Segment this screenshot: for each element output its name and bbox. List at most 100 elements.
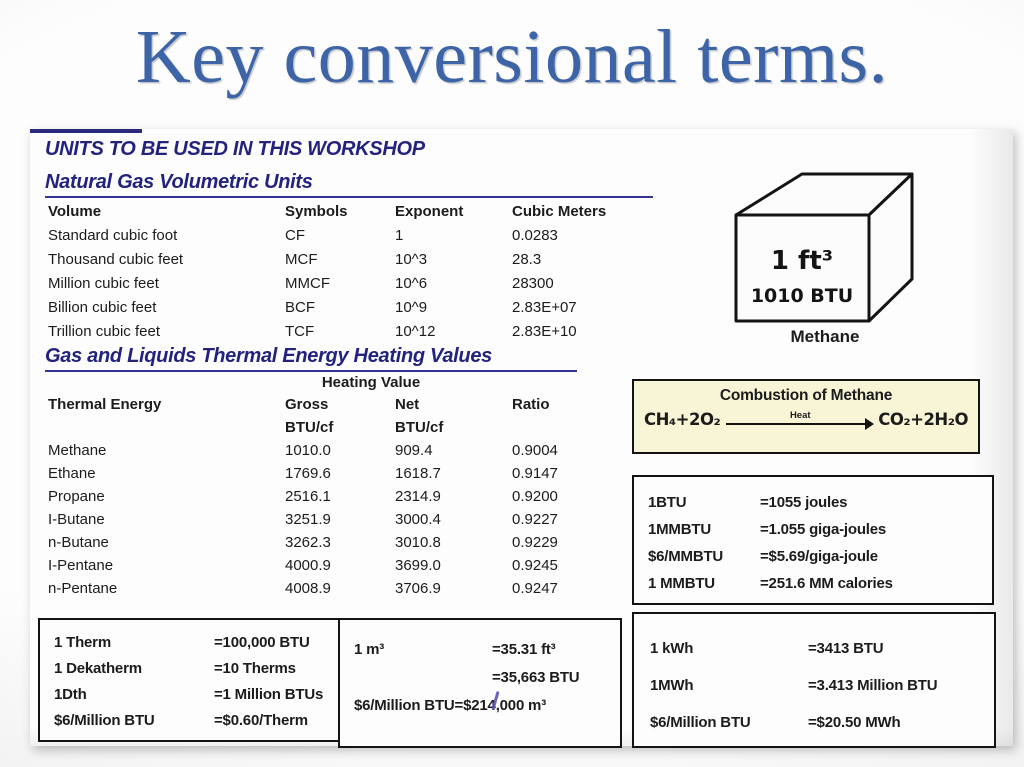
cube-volume-label: 1 ft³	[771, 246, 833, 276]
table-cell: 909.4	[395, 442, 433, 459]
kwh-conversion-box: 1 kWh =3413 BTU 1MWh =3.413 Million BTU …	[632, 612, 996, 748]
value: =1055 joules	[760, 494, 848, 511]
table-cell: 4000.9	[285, 557, 331, 574]
heading-rule	[45, 196, 653, 198]
table-cell: 0.9004	[512, 442, 558, 459]
table-cell: TCF	[285, 323, 315, 340]
term: $6/Million BTU	[54, 712, 155, 729]
slide-title: Key conversional terms.	[135, 15, 889, 99]
col-header: Volume	[48, 203, 102, 220]
col-header: Cubic Meters	[512, 203, 607, 220]
term: $6/Million BTU	[354, 697, 455, 714]
table-cell: 0.9227	[512, 511, 558, 528]
thermal-table: Thermal Energy Gross Net Ratio BTU/cf BT…	[48, 396, 672, 603]
term: 1MMBTU	[648, 521, 711, 538]
table-cell: 1	[395, 227, 404, 244]
comma: ,	[495, 697, 500, 714]
table-cell: I-Butane	[48, 511, 105, 528]
table-cell: CF	[285, 227, 305, 244]
term: $6/Million BTU	[650, 714, 751, 731]
volumetric-heading: Natural Gas Volumetric Units	[45, 171, 313, 193]
value-part: =$214	[454, 697, 496, 714]
value: =1 Million BTUs	[214, 686, 324, 703]
equation-reactants: CH₄+2O₂	[644, 410, 721, 429]
term: $6/MMBTU	[648, 548, 724, 565]
value: =10 Therms	[214, 660, 296, 677]
conversion-row: 1 Dekatherm =10 Therms	[54, 656, 342, 682]
conversion-row: $6/Million BTU =$0.60/Therm	[54, 708, 342, 734]
value-part: 000 m³	[499, 697, 547, 714]
table-cell: 2314.9	[395, 488, 441, 505]
table-cell: 3262.3	[285, 534, 331, 551]
arrow-label: Heat	[789, 409, 811, 421]
term: 1 Therm	[54, 634, 111, 651]
term: 1Dth	[54, 686, 87, 703]
table-cell: 28300	[512, 275, 554, 292]
comma-with-pen-mark: ,	[491, 690, 500, 720]
conversion-row: =35,663 BTU	[354, 664, 620, 692]
table-cell: Million cubic feet	[48, 275, 159, 292]
reaction-arrow-icon: Heat	[726, 409, 875, 430]
term: 1 m³	[354, 641, 385, 658]
col-header: Exponent	[395, 203, 464, 220]
table-cell: 2.83E+10	[512, 323, 577, 340]
table-cell: Propane	[48, 488, 105, 505]
conversion-row: 1 MMBTU =251.6 MM calories	[648, 570, 992, 597]
cube-energy-label: 1010 BTU	[751, 285, 853, 307]
thermal-heading: Gas and Liquids Thermal Energy Heating V…	[45, 345, 492, 367]
table-cell: 0.0283	[512, 227, 558, 244]
table-cell: 1769.6	[285, 465, 331, 482]
conversion-row: 1Dth =1 Million BTUs	[54, 682, 342, 708]
scanned-figure-panel: UNITS TO BE USED IN THIS WORKSHOP Natura…	[30, 129, 1013, 748]
table-cell: 1618.7	[395, 465, 441, 482]
therm-conversion-box: 1 Therm =100,000 BTU 1 Dekatherm =10 The…	[38, 618, 344, 742]
table-cell: 3251.9	[285, 511, 331, 528]
table-cell: 2516.1	[285, 488, 331, 505]
table-cell: I-Pentane	[48, 557, 114, 574]
table-cell: 0.9247	[512, 580, 558, 597]
conversion-row: $6/Million BTU =$214, 000 m³	[354, 690, 620, 720]
value: =$0.60/Therm	[214, 712, 308, 729]
table-cell: 2.83E+07	[512, 299, 577, 316]
term: 1 Dekatherm	[54, 660, 142, 677]
value: =3413 BTU	[808, 640, 884, 657]
table-cell: 0.9147	[512, 465, 558, 482]
term: 1 MMBTU	[648, 575, 715, 592]
table-cell: n-Pentane	[48, 580, 118, 597]
conversion-row: $6/MMBTU =$5.69/giga-joule	[648, 543, 992, 570]
table-cell: 3699.0	[395, 557, 441, 574]
table-cell: BCF	[285, 299, 315, 316]
value: =1.055 giga-joules	[760, 521, 887, 538]
term: 1MWh	[650, 677, 694, 694]
combustion-equation: CH₄+2O₂ Heat CO₂+2H₂O	[644, 409, 968, 430]
table-cell: 3000.4	[395, 511, 441, 528]
combustion-box: Combustion of Methane CH₄+2O₂ Heat CO₂+2…	[632, 379, 980, 454]
table-cell: Ethane	[48, 465, 96, 482]
table-cell: 10^3	[395, 251, 428, 268]
cubic-meter-conversion-box: 1 m³ =35.31 ft³ =35,663 BTU $6/Million B…	[338, 618, 622, 748]
value: =35,663 BTU	[492, 669, 580, 686]
sub-header: BTU/cf	[395, 419, 444, 436]
equation-products: CO₂+2H₂O	[878, 410, 968, 429]
table-cell: 10^6	[395, 275, 428, 292]
conversion-row: 1MWh =3.413 Million BTU	[650, 667, 994, 704]
table-cell: Billion cubic feet	[48, 299, 157, 316]
col-header: Thermal Energy	[48, 396, 162, 413]
table-cell: 3010.8	[395, 534, 441, 551]
table-cell: 3706.9	[395, 580, 441, 597]
combustion-title: Combustion of Methane	[719, 387, 893, 404]
value: =35.31 ft³	[492, 641, 556, 658]
term: 1 kWh	[650, 640, 694, 657]
table-cell: 0.9200	[512, 488, 558, 505]
cube-caption: Methane	[790, 327, 860, 346]
conversion-row: $6/Million BTU =$20.50 MWh	[650, 704, 994, 741]
table-cell: MCF	[285, 251, 318, 268]
table-cell: MMCF	[285, 275, 330, 292]
conversion-row: 1BTU =1055 joules	[648, 489, 992, 516]
heading-rule	[45, 370, 577, 372]
value: =$5.69/giga-joule	[760, 548, 878, 565]
table-cell: Trillion cubic feet	[48, 323, 160, 340]
value: =251.6 MM calories	[760, 575, 893, 592]
col-header: Ratio	[512, 396, 550, 413]
btu-conversion-box: 1BTU =1055 joules 1MMBTU =1.055 giga-jou…	[632, 475, 994, 605]
